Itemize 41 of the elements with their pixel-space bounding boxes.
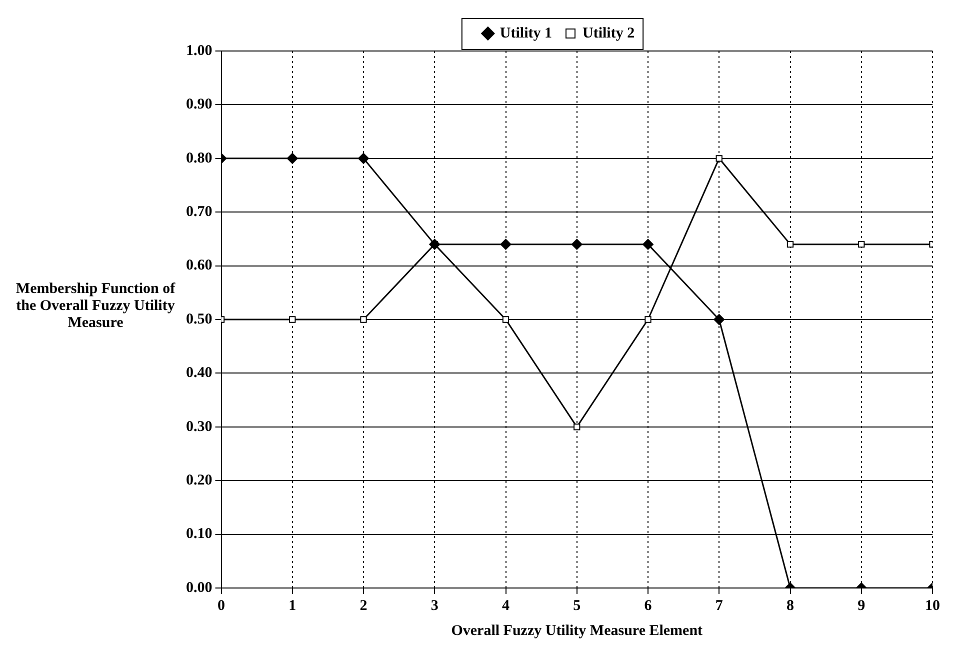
y-tick-label: 0.20 <box>186 472 212 488</box>
y-axis-title: Membership Function of the Overall Fuzzy Utility Measure <box>14 280 176 332</box>
y-tick-label: 0.10 <box>186 526 212 542</box>
x-tick-label: 0 <box>218 598 225 614</box>
x-tick-label: 2 <box>360 598 368 614</box>
point <box>716 155 722 162</box>
y-tick-label: 0.70 <box>186 204 212 220</box>
point <box>502 316 510 323</box>
point <box>360 316 367 323</box>
point <box>286 152 298 164</box>
point <box>786 240 794 248</box>
y-tick-label: 0.80 <box>186 150 212 166</box>
point <box>500 238 512 250</box>
x-tick-label: 7 <box>715 598 724 614</box>
x-tick-label: 1 <box>288 598 296 614</box>
x-tick-label: 3 <box>430 598 438 614</box>
point <box>289 316 296 323</box>
y-tick-label: 0.60 <box>186 258 212 274</box>
point <box>714 314 725 325</box>
y-tick-label: 0.00 <box>186 580 212 596</box>
point <box>571 238 582 250</box>
point <box>574 424 580 430</box>
point <box>644 316 652 323</box>
point <box>858 240 865 248</box>
y-tick-label: 0.30 <box>186 418 212 435</box>
point <box>358 152 369 164</box>
y-tick-label: 0.90 <box>186 96 212 113</box>
x-tick-label: 4 <box>502 598 510 614</box>
y-tick-label: 1.00 <box>186 42 212 59</box>
x-tick-label: 10 <box>925 598 940 614</box>
x-tick-label: 5 <box>573 598 581 614</box>
point <box>429 238 440 250</box>
x-tick-label: 6 <box>644 598 652 614</box>
legend-label: Utility 2 <box>582 25 635 42</box>
x-tick-label: 9 <box>858 598 866 614</box>
x-axis-title: Overall Fuzzy Utility Measure Element <box>451 622 703 639</box>
point <box>642 238 654 250</box>
y-tick-label: 0.50 <box>186 311 212 328</box>
x-tick-label: 8 <box>786 598 794 614</box>
y-tick-label: 0.40 <box>186 365 212 382</box>
legend-label: Utility 1 <box>500 25 552 42</box>
